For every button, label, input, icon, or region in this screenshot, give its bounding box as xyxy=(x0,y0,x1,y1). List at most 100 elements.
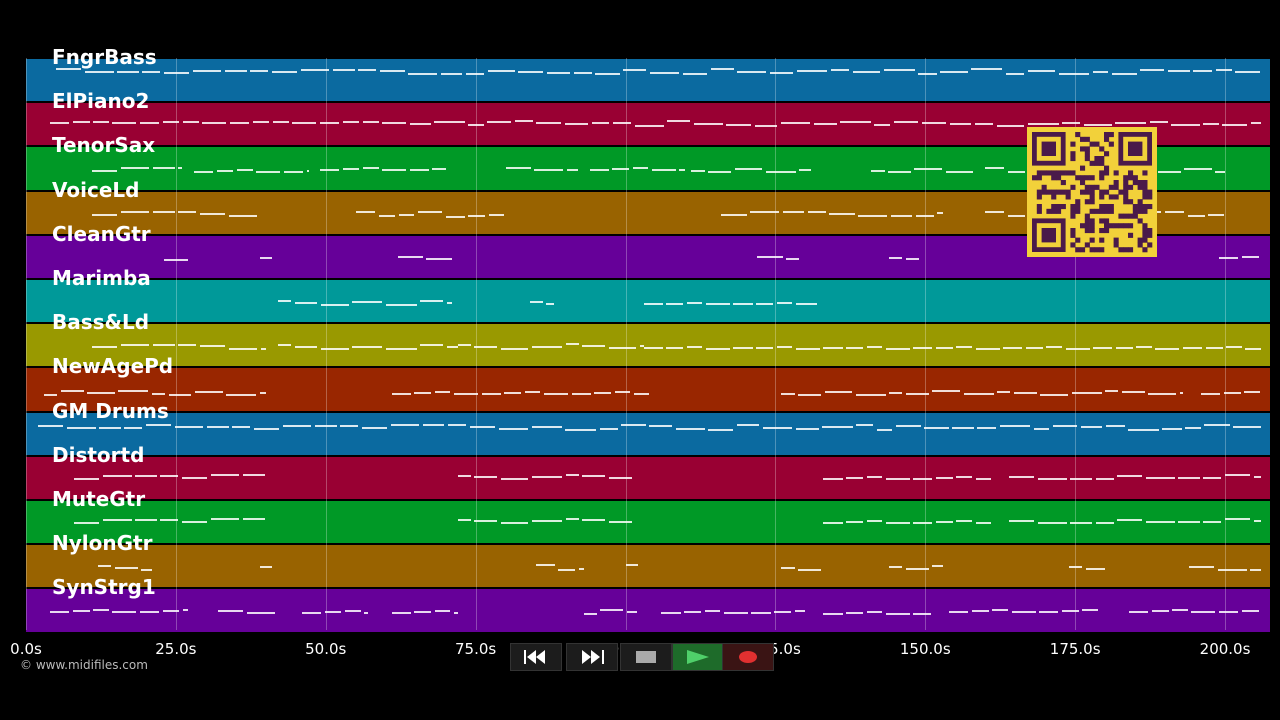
note-mark xyxy=(796,69,828,72)
note-mark xyxy=(243,474,265,477)
note-mark xyxy=(531,475,562,478)
note-mark xyxy=(1187,215,1205,218)
note-mark xyxy=(277,300,291,303)
note-mark xyxy=(382,168,407,171)
note-mark xyxy=(600,608,624,611)
note-mark xyxy=(708,170,732,173)
note-mark xyxy=(975,477,992,480)
note-mark xyxy=(434,610,451,613)
note-mark xyxy=(651,168,676,171)
note-mark xyxy=(49,122,70,125)
rewind-button[interactable] xyxy=(510,643,562,671)
note-mark xyxy=(846,346,863,349)
note-mark xyxy=(608,477,632,480)
note-mark xyxy=(469,425,495,428)
note-mark xyxy=(457,474,471,477)
note-mark xyxy=(582,344,606,347)
note-mark xyxy=(885,477,910,480)
note-mark xyxy=(1241,609,1259,612)
note-mark xyxy=(217,609,244,612)
note-mark xyxy=(888,170,911,173)
note-mark xyxy=(361,426,387,429)
note-mark xyxy=(733,303,753,306)
note-mark xyxy=(625,564,638,567)
note-mark xyxy=(972,609,989,612)
note-mark xyxy=(1253,520,1261,523)
note-mark xyxy=(457,518,471,521)
note-mark xyxy=(536,121,561,124)
track-label: MuteGtr xyxy=(52,487,146,511)
rewind-icon xyxy=(524,650,545,664)
record-button[interactable] xyxy=(722,643,774,671)
note-mark xyxy=(87,392,115,395)
note-mark xyxy=(1095,477,1114,480)
note-mark xyxy=(445,215,465,218)
note-mark xyxy=(608,346,637,349)
x-tick-label: 200.0s xyxy=(1199,640,1251,658)
note-mark xyxy=(1250,568,1261,571)
note-mark xyxy=(546,72,571,75)
note-mark xyxy=(1208,214,1224,217)
note-mark xyxy=(141,568,152,571)
note-mark xyxy=(99,427,121,430)
note-mark xyxy=(1136,345,1152,348)
note-mark xyxy=(643,303,663,306)
note-mark xyxy=(977,426,997,429)
note-mark xyxy=(282,425,312,428)
note-mark xyxy=(1014,392,1037,395)
record-icon xyxy=(739,651,757,663)
note-mark xyxy=(199,345,226,348)
note-mark xyxy=(675,427,705,430)
note-mark xyxy=(798,568,821,571)
note-mark xyxy=(91,169,118,172)
note-mark xyxy=(1178,521,1200,524)
note-mark xyxy=(382,122,407,125)
note-mark xyxy=(1244,391,1260,394)
note-mark xyxy=(1065,347,1090,350)
note-mark xyxy=(1140,69,1165,72)
note-mark xyxy=(1251,121,1261,124)
note-mark xyxy=(997,390,1011,393)
note-mark xyxy=(243,518,265,521)
note-mark xyxy=(160,474,179,477)
note-mark xyxy=(1105,425,1125,428)
note-mark xyxy=(906,393,929,396)
grid-line xyxy=(625,58,627,630)
fast-forward-button[interactable] xyxy=(566,643,618,671)
qr-code[interactable] xyxy=(1027,127,1157,257)
track-label: GM Drums xyxy=(52,398,169,423)
stop-button[interactable] xyxy=(620,643,672,671)
note-mark xyxy=(342,121,360,124)
note-mark xyxy=(414,610,432,613)
note-mark xyxy=(216,169,234,172)
note-mark xyxy=(885,347,910,350)
note-mark xyxy=(228,347,258,350)
note-mark xyxy=(971,68,1003,71)
note-mark xyxy=(1033,428,1050,431)
track-lane xyxy=(26,59,1270,102)
note-mark xyxy=(474,520,498,523)
note-mark xyxy=(1145,477,1175,480)
note-mark xyxy=(432,167,446,170)
note-mark xyxy=(682,72,708,75)
note-mark xyxy=(259,391,266,394)
note-mark xyxy=(457,344,471,347)
note-mark xyxy=(889,391,903,394)
note-mark xyxy=(500,347,529,350)
note-mark xyxy=(754,124,778,127)
play-button[interactable] xyxy=(672,643,724,671)
note-mark xyxy=(734,168,763,171)
note-mark xyxy=(1235,70,1261,73)
note-mark xyxy=(1027,122,1059,125)
note-mark xyxy=(355,210,375,213)
note-mark xyxy=(1003,347,1023,350)
note-mark xyxy=(999,425,1030,428)
note-mark xyxy=(524,391,541,394)
note-mark xyxy=(852,71,881,74)
note-mark xyxy=(874,124,890,127)
note-mark xyxy=(932,564,944,567)
play-icon xyxy=(687,650,709,664)
note-mark xyxy=(721,213,747,216)
note-mark xyxy=(885,522,910,525)
note-mark xyxy=(178,210,197,213)
